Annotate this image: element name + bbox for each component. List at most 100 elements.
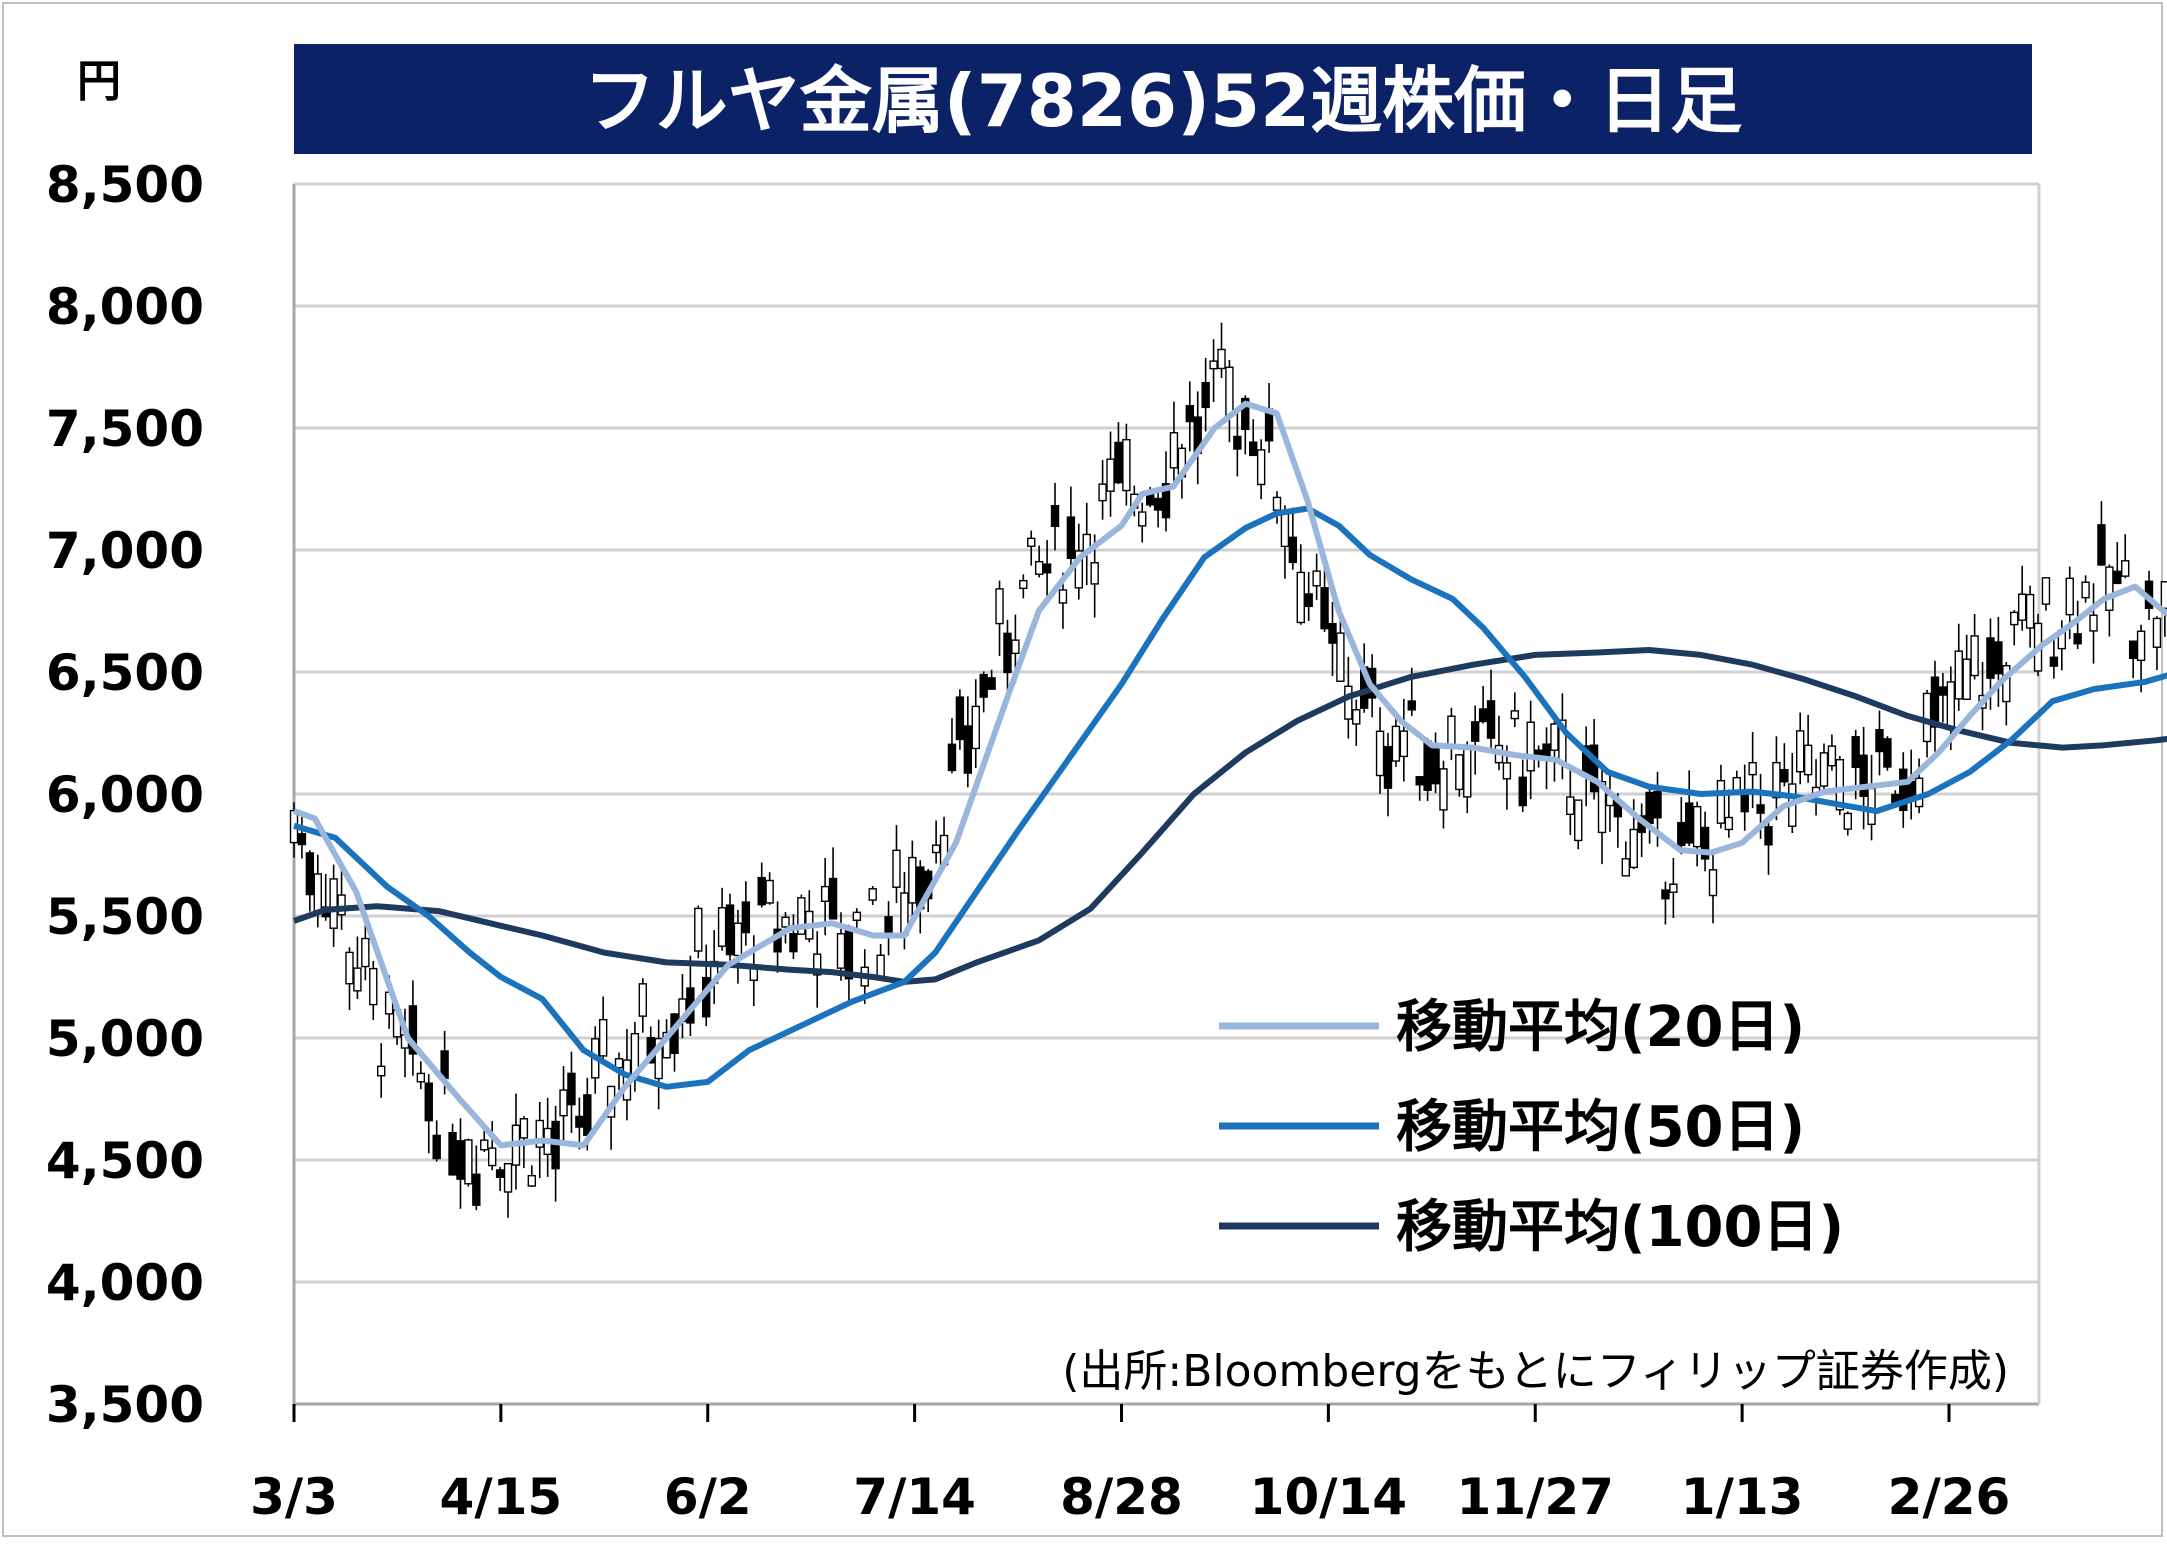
- candle-body: [1464, 747, 1471, 797]
- y-tick-label: 5,500: [46, 888, 204, 946]
- candle-body: [1456, 755, 1463, 790]
- candle-body: [996, 589, 1003, 624]
- candle-body: [1258, 450, 1265, 485]
- candle-body: [1916, 778, 1923, 806]
- candle-body: [1202, 383, 1209, 408]
- candle-body: [1432, 749, 1439, 784]
- candle-body: [1012, 640, 1019, 653]
- legend-label-ma100: 移動平均(100日): [1396, 1195, 1844, 1260]
- candle-body: [2098, 525, 2105, 565]
- chart: 3,5004,0004,5005,0005,5006,0006,5007,000…: [4, 4, 2167, 1545]
- candle-body: [417, 1073, 424, 1081]
- candle-body: [1250, 442, 1257, 455]
- candle-body: [1820, 753, 1827, 786]
- candle-body: [972, 706, 979, 748]
- candle-body: [1416, 777, 1423, 785]
- candle-body: [695, 908, 702, 951]
- y-tick-label: 7,000: [46, 522, 204, 580]
- candle-body: [2114, 571, 2121, 583]
- candle-body: [1876, 730, 1883, 752]
- candle-body: [1115, 442, 1122, 482]
- candle-body: [1551, 724, 1558, 750]
- candle-body: [719, 908, 726, 946]
- candle-body: [1067, 517, 1074, 558]
- candle-body: [1694, 807, 1701, 847]
- candle-body: [1797, 731, 1804, 772]
- candle-body: [520, 1119, 527, 1138]
- candle-body: [758, 878, 765, 905]
- y-tick-label: 5,000: [46, 1010, 204, 1068]
- x-tick-label: 8/28: [1060, 1468, 1183, 1526]
- candle-body: [909, 858, 916, 903]
- candle-body: [1392, 726, 1399, 761]
- x-tick-label: 1/13: [1681, 1468, 1804, 1526]
- x-tick-label: 3/3: [250, 1468, 338, 1526]
- candle-body: [988, 678, 995, 689]
- candle-body: [1931, 677, 1938, 727]
- y-tick-label: 8,000: [46, 278, 204, 336]
- candle-body: [481, 1140, 488, 1150]
- candle-body: [1337, 633, 1344, 681]
- candle-body: [2082, 582, 2089, 597]
- candle-body: [1567, 797, 1574, 814]
- candle-body: [1503, 763, 1510, 779]
- candle-body: [742, 902, 749, 932]
- candle-body: [1377, 731, 1384, 775]
- candle-body: [893, 850, 900, 887]
- candle-body: [1218, 350, 1225, 369]
- candle-body: [822, 887, 829, 902]
- candle-body: [1440, 769, 1447, 810]
- candle-body: [727, 905, 734, 955]
- candle-body: [1289, 537, 1296, 562]
- candle-body: [1052, 506, 1059, 527]
- candle-body: [1646, 792, 1653, 823]
- y-tick-label: 6,500: [46, 644, 204, 702]
- candle-body: [433, 1135, 440, 1158]
- candle-body: [2130, 641, 2137, 658]
- candle-body: [1488, 701, 1495, 738]
- candle-body: [1805, 745, 1812, 774]
- candle-body: [1670, 884, 1677, 892]
- candle-body: [1575, 800, 1582, 840]
- candle-body: [1527, 722, 1534, 771]
- candle-body: [1384, 747, 1391, 789]
- candle-body: [1059, 590, 1066, 603]
- candle-body: [2066, 578, 2073, 614]
- candle-body: [560, 1090, 567, 1116]
- candle-body: [473, 1174, 480, 1205]
- moving-average-lines: [294, 404, 2167, 1146]
- candle-body: [1226, 367, 1233, 415]
- candle-body: [2153, 618, 2160, 647]
- candle-body: [2090, 615, 2097, 631]
- candlesticks: [291, 323, 2167, 1218]
- candle-body: [639, 984, 646, 1016]
- candle-body: [1186, 406, 1193, 422]
- candle-body: [346, 952, 353, 983]
- candle-body: [853, 912, 860, 920]
- candle-body: [2042, 578, 2049, 604]
- candle-body: [2027, 595, 2034, 628]
- candle-body: [1622, 859, 1629, 876]
- candle-body: [576, 1116, 583, 1127]
- y-tick-label: 8,500: [46, 156, 204, 214]
- candle-body: [1281, 513, 1288, 546]
- candle-body: [1155, 498, 1162, 509]
- candle-body: [1963, 659, 1970, 699]
- candle-body: [1686, 803, 1693, 843]
- candle-body: [1313, 571, 1320, 586]
- candle-body: [933, 845, 940, 852]
- candle-body: [1036, 562, 1043, 575]
- source-note: (出所:Bloombergをもとにフィリップ証券作成): [1062, 1346, 2009, 1397]
- candle-body: [1480, 709, 1487, 721]
- candle-body: [497, 1170, 504, 1177]
- candle-body: [1678, 823, 1685, 846]
- candle-body: [2074, 634, 2081, 644]
- candle-body: [568, 1073, 575, 1104]
- candle-body: [2161, 582, 2167, 609]
- candle-body: [1725, 817, 1732, 829]
- candle-body: [1107, 459, 1114, 491]
- y-tick-label: 6,000: [46, 766, 204, 824]
- candle-body: [1543, 744, 1550, 756]
